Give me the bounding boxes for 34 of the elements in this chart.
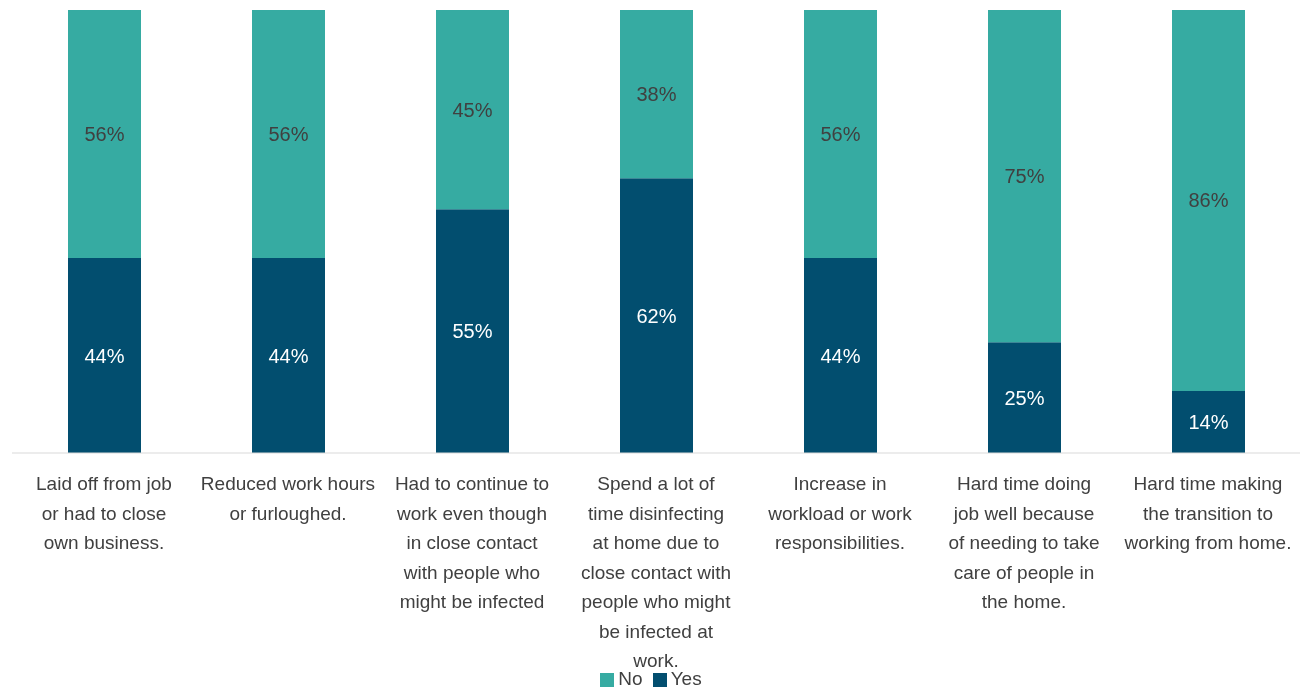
bar xyxy=(804,258,877,453)
bar xyxy=(804,10,877,259)
data-label: 75% xyxy=(1004,165,1045,188)
bar xyxy=(988,10,1061,343)
x-tick-label: Increase in workload or work responsibilities. xyxy=(767,473,913,554)
x-tick-label: Laid off from job or had to close own business. xyxy=(36,473,172,554)
data-label: 25% xyxy=(1004,386,1045,409)
bar xyxy=(1172,390,1245,453)
data-label: 56% xyxy=(268,123,309,146)
data-label: 44% xyxy=(84,344,125,367)
data-label: 62% xyxy=(636,304,677,327)
bar xyxy=(436,209,509,453)
bar xyxy=(620,10,693,179)
bar xyxy=(1172,10,1245,391)
data-label: 14% xyxy=(1188,410,1229,433)
x-tick-label: Hard time making the transition to working from home. xyxy=(1123,473,1292,554)
bar xyxy=(620,178,693,453)
data-label: 38% xyxy=(636,83,677,106)
bar xyxy=(436,10,509,210)
bar xyxy=(252,10,325,259)
data-label: 56% xyxy=(820,123,861,146)
bar xyxy=(68,10,141,259)
bar xyxy=(988,342,1061,453)
x-tick-label: Had to continue to work even though in close contact with people who might be infected xyxy=(394,473,550,613)
data-label: 44% xyxy=(268,344,309,367)
data-label: 45% xyxy=(452,98,493,121)
data-label: 56% xyxy=(84,123,125,146)
bar xyxy=(68,258,141,453)
data-label: 44% xyxy=(820,344,861,367)
data-label: 86% xyxy=(1188,189,1229,212)
bar xyxy=(252,258,325,453)
data-label: 55% xyxy=(452,320,493,343)
x-tick-label: Reduced work hours or furloughed. xyxy=(200,473,376,524)
x-tick-label: Hard time doing job well because of needing to take care of people in the home. xyxy=(948,473,1100,613)
